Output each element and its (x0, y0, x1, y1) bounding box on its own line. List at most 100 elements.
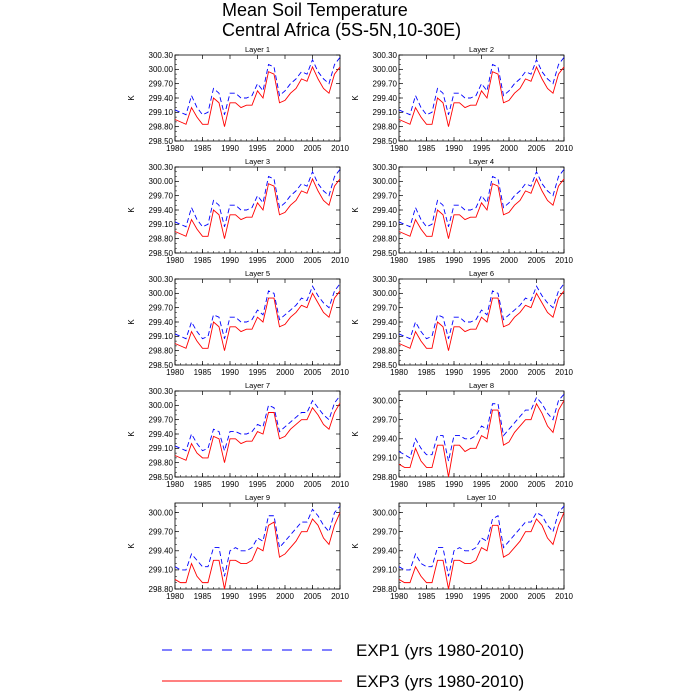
x-tick-label: 1980 (390, 144, 408, 153)
panel-title: Layer 2 (469, 45, 494, 54)
y-tick-label: 299.70 (149, 415, 174, 424)
series-line-exp3 (398, 177, 565, 239)
x-tick-label: 2010 (331, 144, 349, 153)
x-tick-label: 2005 (304, 592, 322, 601)
y-tick-label: 300.00 (373, 396, 398, 405)
panel-frame (174, 54, 341, 142)
series-line-exp1 (174, 283, 341, 340)
y-tick-label: 299.40 (149, 206, 174, 215)
panel-title: Layer 9 (245, 493, 270, 502)
series-line-exp1 (174, 395, 341, 453)
x-tick-label: 2010 (331, 256, 349, 265)
x-tick-label: 1990 (445, 256, 463, 265)
panel-layer-1: Layer 1 298.50 298.80 299.10 299.40 299.70 300… (127, 45, 349, 153)
y-tick-label: 298.50 (149, 249, 174, 258)
x-tick-label: 1990 (445, 592, 463, 601)
x-tick-label: 1995 (249, 480, 267, 489)
y-tick-label: 299.10 (373, 108, 398, 117)
y-tick-label: 298.80 (149, 346, 174, 355)
y-tick-label: 299.10 (149, 332, 174, 341)
x-tick-label: 1990 (221, 592, 239, 601)
x-tick-label: 2000 (500, 592, 518, 601)
y-tick-label: 300.00 (149, 508, 174, 517)
x-tick-label: 1980 (166, 144, 184, 153)
x-tick-label: 1980 (166, 256, 184, 265)
x-tick-label: 1985 (194, 480, 212, 489)
y-tick-label: 298.50 (149, 361, 174, 370)
y-tick-label: 298.50 (149, 473, 174, 482)
x-tick-label: 1990 (221, 480, 239, 489)
x-tick-label: 2000 (276, 480, 294, 489)
y-tick-label: 299.40 (373, 435, 398, 444)
series-line-exp1 (174, 505, 341, 577)
x-tick-label: 1980 (390, 368, 408, 377)
panel-frame (398, 278, 565, 366)
x-tick-label: 1995 (473, 592, 491, 601)
panel-layer-5: Layer 5 298.50 298.80 299.10 299.40 299.70 300… (127, 269, 349, 377)
panel-layer-4: Layer 4 298.50 298.80 299.10 299.40 299.70 300… (351, 157, 573, 265)
x-tick-label: 2005 (528, 592, 546, 601)
panel-title: Layer 8 (469, 381, 494, 390)
x-tick-label: 1990 (221, 368, 239, 377)
y-tick-label: 299.10 (149, 444, 174, 453)
y-tick-label: 299.40 (373, 94, 398, 103)
y-tick-label: 298.50 (373, 137, 398, 146)
x-tick-label: 1985 (194, 256, 212, 265)
panel-title: Layer 10 (467, 493, 496, 502)
y-axis-label: K (127, 431, 136, 437)
panel-layer-2: Layer 2 298.50 298.80 299.10 299.40 299.70 300… (351, 45, 573, 153)
x-tick-label: 2010 (331, 480, 349, 489)
y-tick-label: 299.10 (149, 566, 174, 575)
y-tick-label: 298.80 (373, 473, 398, 482)
legend-item-1: EXP1 (yrs 1980-2010) (162, 641, 524, 660)
panel-title: Layer 4 (469, 157, 494, 166)
x-tick-label: 2005 (528, 256, 546, 265)
x-tick-label: 1980 (166, 368, 184, 377)
y-tick-label: 300.30 (373, 275, 398, 284)
y-tick-label: 300.30 (149, 387, 174, 396)
x-tick-label: 1980 (390, 480, 408, 489)
x-tick-label: 1995 (249, 256, 267, 265)
y-tick-label: 300.30 (149, 51, 174, 60)
x-tick-label: 1995 (249, 144, 267, 153)
x-tick-label: 2010 (555, 592, 573, 601)
panel-frame (398, 502, 565, 590)
x-tick-label: 1995 (473, 480, 491, 489)
x-tick-label: 1980 (390, 592, 408, 601)
y-tick-label: 299.70 (373, 191, 398, 200)
x-tick-label: 2000 (276, 144, 294, 153)
x-tick-label: 1995 (473, 256, 491, 265)
y-tick-label: 299.40 (149, 318, 174, 327)
series-line-exp1 (398, 393, 565, 462)
y-tick-label: 298.80 (149, 234, 174, 243)
y-tick-label: 299.10 (149, 220, 174, 229)
x-tick-label: 2010 (555, 480, 573, 489)
panel-layer-8: Layer 8 298.80 299.10 299.40 299.70 300.00 198… (351, 381, 573, 489)
figure-title-line-2: Central Africa (5S-5N,10-30E) (222, 20, 462, 40)
y-tick-label: 300.30 (149, 163, 174, 172)
y-axis-label: K (127, 207, 136, 213)
y-tick-label: 299.70 (149, 303, 174, 312)
series-line-exp3 (174, 65, 341, 127)
series-line-exp3 (398, 65, 565, 127)
series-line-exp1 (174, 169, 341, 228)
panel-title: Layer 7 (245, 381, 270, 390)
y-tick-label: 299.40 (149, 94, 174, 103)
series-line-exp3 (398, 400, 565, 478)
y-tick-label: 300.30 (373, 51, 398, 60)
y-tick-label: 300.00 (149, 65, 174, 74)
panel-title: Layer 6 (469, 269, 494, 278)
y-tick-label: 300.00 (149, 289, 174, 298)
series-line-exp1 (398, 169, 565, 228)
x-tick-label: 2000 (276, 368, 294, 377)
panel-frame (398, 54, 565, 142)
y-tick-label: 298.80 (373, 234, 398, 243)
series-line-exp3 (174, 512, 341, 590)
figure-title: Mean Soil Temperature Central Africa (5S… (222, 0, 461, 40)
y-tick-label: 299.70 (149, 79, 174, 88)
panel-frame (174, 278, 341, 366)
y-tick-label: 300.00 (373, 177, 398, 186)
x-tick-label: 1985 (418, 368, 436, 377)
x-tick-label: 1985 (194, 144, 212, 153)
x-tick-label: 2005 (304, 144, 322, 153)
